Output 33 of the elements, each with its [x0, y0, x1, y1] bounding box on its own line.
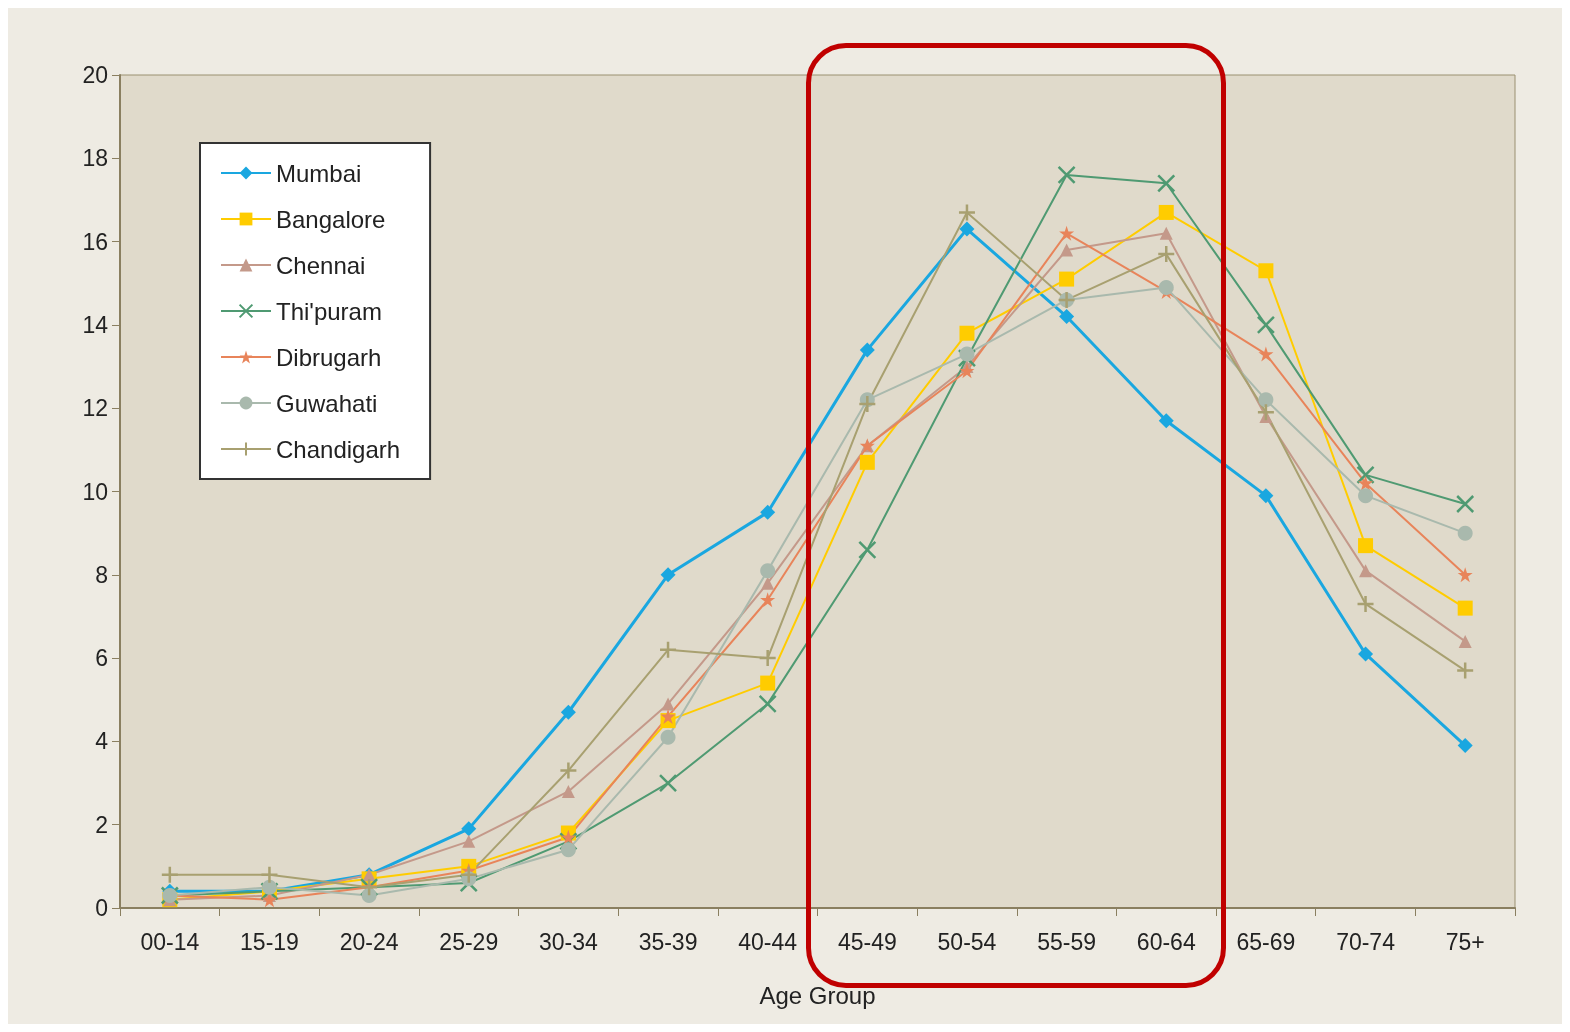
y-tick-label: 16 [82, 228, 108, 255]
y-tick-label: 2 [95, 811, 108, 838]
y-tick-label: 18 [82, 145, 108, 172]
y-tick-label: 0 [95, 895, 108, 921]
legend-label: Dibrugarh [276, 343, 382, 371]
x-tick-label: 45-49 [837, 928, 897, 955]
x-tick-label: 55-59 [1037, 928, 1097, 955]
y-tick-label: 20 [82, 62, 108, 88]
legend-label: Chandigarh [276, 435, 401, 463]
legend-label: Thi'puram [276, 297, 382, 325]
legend-label: Bangalore [276, 205, 386, 233]
y-tick-label: 12 [82, 395, 108, 422]
x-tick-label: 20-24 [339, 928, 399, 955]
x-axis-title: Age Group [759, 981, 876, 1009]
x-tick-label: 40-44 [738, 928, 798, 955]
y-tick-label: 10 [82, 478, 108, 505]
x-tick-label: 15-19 [240, 928, 299, 955]
x-tick-label: 75+ [1445, 928, 1485, 955]
x-tick-label: 35-39 [638, 928, 698, 955]
legend-label: Mumbai [276, 159, 362, 187]
x-tick-label: 60-64 [1136, 928, 1196, 955]
legend-label: Chennai [276, 251, 366, 279]
legend-label: Guwahati [276, 389, 378, 417]
y-tick-label: 8 [95, 561, 108, 588]
y-tick-label: 4 [95, 728, 109, 755]
x-tick-label: 25-29 [439, 928, 499, 955]
x-tick-label: 50-54 [937, 928, 997, 955]
x-tick-label: 00-14 [140, 928, 200, 955]
x-tick-label: 30-34 [538, 928, 599, 955]
y-tick-label: 6 [95, 645, 108, 672]
y-tick-label: 14 [82, 311, 109, 338]
x-tick-label: 65-69 [1236, 928, 1296, 955]
x-tick-label: 70-74 [1336, 928, 1396, 955]
